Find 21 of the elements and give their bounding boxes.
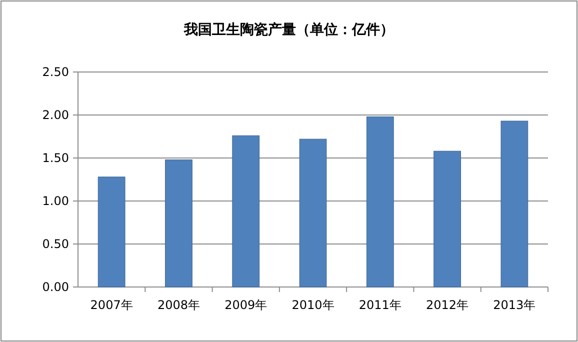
x-tick-label: 2013年 <box>493 298 536 312</box>
chart-title: 我国卫生陶瓷产量（单位：亿件） <box>183 21 394 38</box>
y-tick-label: 1.00 <box>42 194 69 208</box>
bar <box>366 116 394 288</box>
bar <box>232 135 260 288</box>
bar <box>98 176 126 288</box>
y-tick-label: 2.50 <box>42 65 69 79</box>
x-tick-label: 2008年 <box>157 298 200 312</box>
bar <box>165 159 192 288</box>
x-tick-label: 2010年 <box>292 298 334 312</box>
x-tick-label: 2011年 <box>358 298 402 312</box>
bar <box>299 138 327 288</box>
x-tick-label: 2007年 <box>90 298 133 312</box>
y-tick-label: 0.50 <box>42 237 69 251</box>
y-tick-label: 1.50 <box>42 151 69 165</box>
y-tick-label: 0.00 <box>42 280 69 294</box>
bar <box>500 120 528 288</box>
bar <box>434 150 461 288</box>
x-tick-label: 2009年 <box>224 298 268 312</box>
y-tick-label: 2.00 <box>42 108 69 122</box>
x-tick-label: 2012年 <box>426 298 469 312</box>
